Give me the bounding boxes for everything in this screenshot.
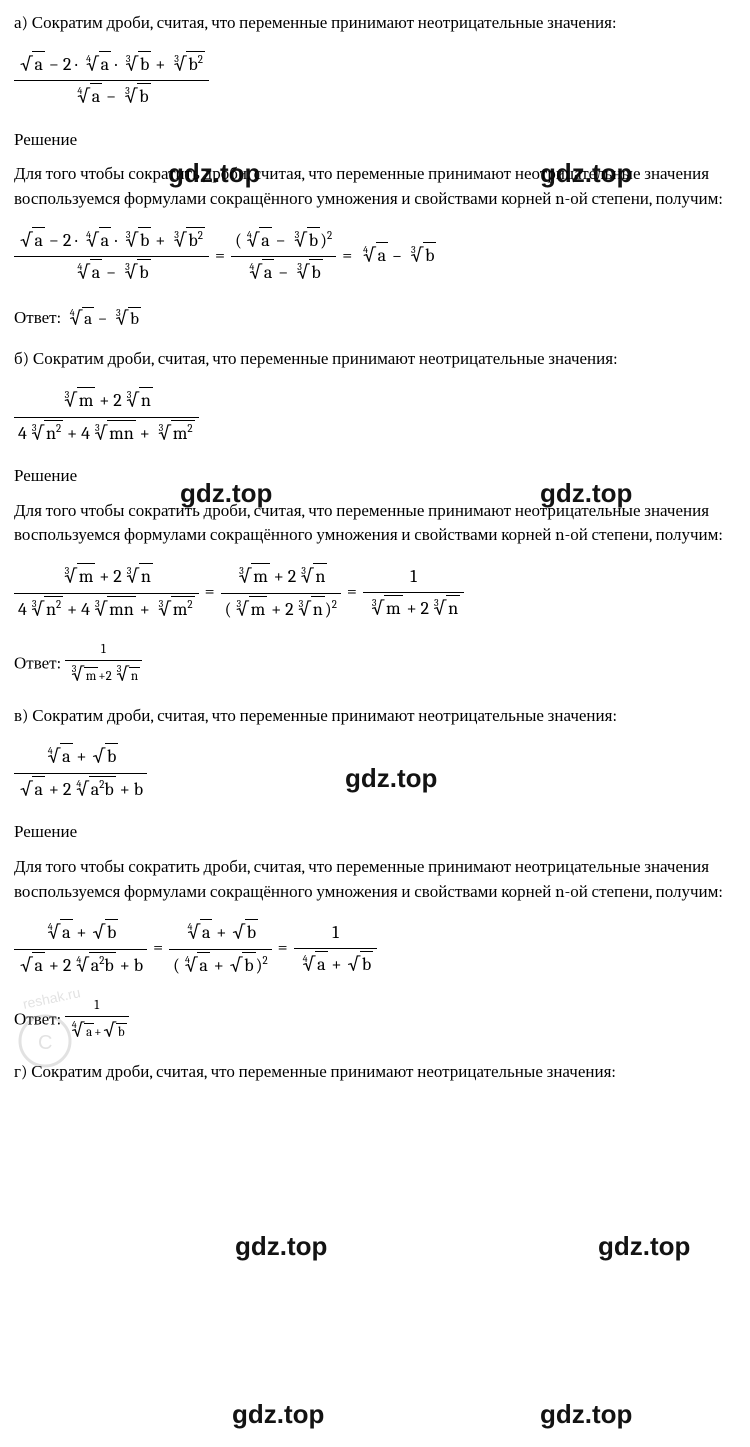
section-g-letter: г) Сократим дроби, считая, что переменны… xyxy=(14,1063,616,1082)
section-a-solution-label: Решение xyxy=(14,129,736,154)
section-b-answer: Ответ: 13√m+23√n xyxy=(14,641,736,688)
watermark-text: gdz.top xyxy=(540,1396,632,1434)
section-b-prompt: б) Сократим дроби, считая, что переменны… xyxy=(14,348,736,373)
section-b-solution-text: Для того чтобы сократить дроби, считая, … xyxy=(14,500,736,549)
section-v-solution-text: Для того чтобы сократить дроби, считая, … xyxy=(14,856,736,905)
section-v-solution-formula: 4√a + √b√a + 24√a2b + b=4√a + √b(4√a + √… xyxy=(14,919,736,979)
answer-b-label: Ответ: xyxy=(14,655,61,674)
section-a-answer: Ответ: 4√a − 3√b xyxy=(14,305,736,333)
answer-v-formula: 14√a+√b xyxy=(65,997,129,1044)
watermark-text: gdz.top xyxy=(232,1396,324,1434)
answer-a-label: Ответ: xyxy=(14,309,61,328)
section-v-given-formula: 4√a + √b√a + 24√a2b + b xyxy=(14,743,736,803)
section-v-letter: в) Сократим дроби, считая, что переменны… xyxy=(14,707,617,726)
section-v-prompt: в) Сократим дроби, считая, что переменны… xyxy=(14,705,736,730)
section-b-given-formula: 3√m + 23√n43√n2 + 43√mn + 3√m2 xyxy=(14,387,736,447)
section-b-letter: б) Сократим дроби, считая, что переменны… xyxy=(14,350,618,369)
watermark-text: gdz.top xyxy=(235,1228,327,1266)
section-v-solution-label: Решение xyxy=(14,821,736,846)
section-a-given-formula: √a − 2 · 4√a · 3√b + 3√b24√a − 3√b xyxy=(14,51,736,111)
answer-a-formula: 4√a − 3√b xyxy=(65,305,141,333)
watermark-text: gdz.top xyxy=(598,1228,690,1266)
section-a-letter: а) Сократим дроби, считая, что переменны… xyxy=(14,14,616,33)
section-b-solution-formula: 3√m + 23√n43√n2 + 43√mn + 3√m2=3√m + 23√… xyxy=(14,563,736,623)
section-a-prompt: а) Сократим дроби, считая, что переменны… xyxy=(14,12,736,37)
section-a-solution-formula: √a − 2 · 4√a · 3√b + 3√b24√a − 3√b=(4√a … xyxy=(14,227,736,287)
answer-b-formula: 13√m+23√n xyxy=(65,641,142,688)
answer-v-label: Ответ: xyxy=(14,1011,61,1030)
section-g-prompt: г) Сократим дроби, считая, что переменны… xyxy=(14,1061,736,1086)
section-v-answer: Ответ: 14√a+√b xyxy=(14,997,736,1044)
section-a-solution-text: Для того чтобы сократить дроби, считая, … xyxy=(14,163,736,212)
section-b-solution-label: Решение xyxy=(14,465,736,490)
